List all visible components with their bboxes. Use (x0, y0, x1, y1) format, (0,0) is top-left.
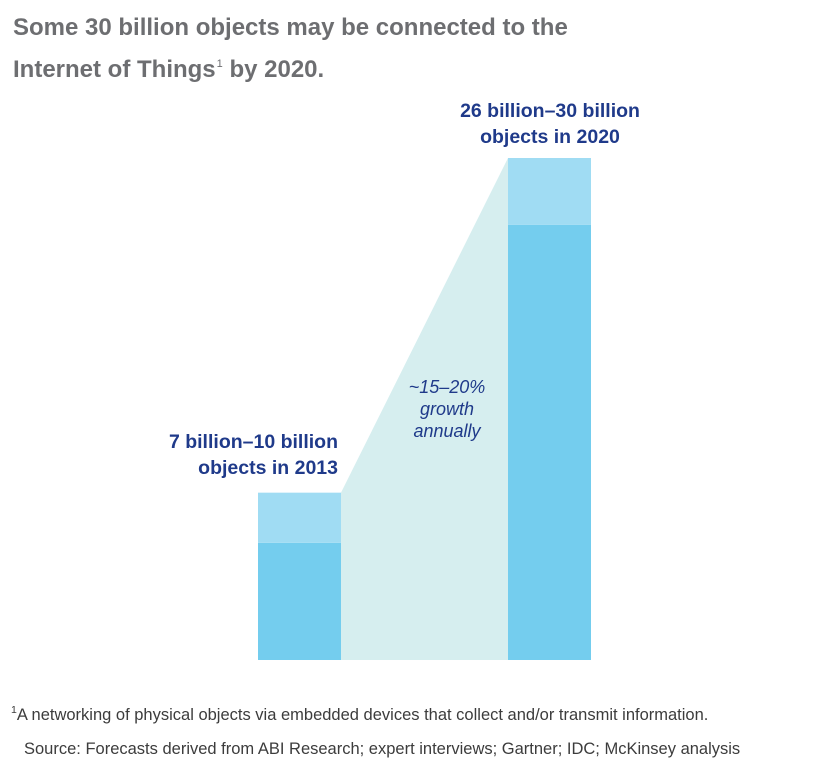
growth-annotation: ~15–20% growth annually (409, 377, 486, 441)
growth-band (341, 158, 508, 660)
chart-title-footnote-marker: 1 (216, 58, 223, 70)
chart-title-line1: Some 30 billion objects may be connected… (13, 14, 568, 41)
chart-title-line2: Internet of Things1 by 2020. (13, 46, 733, 88)
footnote-marker: 1 (11, 704, 17, 716)
bar-2013-range (258, 492, 341, 543)
footnote: 1A networking of physical objects via em… (11, 704, 708, 725)
source-note: Source: Forecasts derived from ABI Resea… (24, 740, 741, 758)
chart-title-line2-text: Internet of Things (13, 56, 216, 83)
bar-2013-low (258, 542, 341, 660)
chart-title: Some 30 billion objects may be connected… (13, 10, 733, 88)
data-label-2013: 7 billion–10 billion objects in 2013 (169, 431, 338, 479)
data-label-2020: 26 billion–30 billion objects in 2020 (460, 100, 640, 148)
bar-2020-range (508, 158, 591, 225)
bar-2020-low (508, 224, 591, 660)
footnote-text: A networking of physical objects via emb… (16, 706, 709, 724)
chart-title-line2-end: by 2020. (222, 56, 325, 83)
